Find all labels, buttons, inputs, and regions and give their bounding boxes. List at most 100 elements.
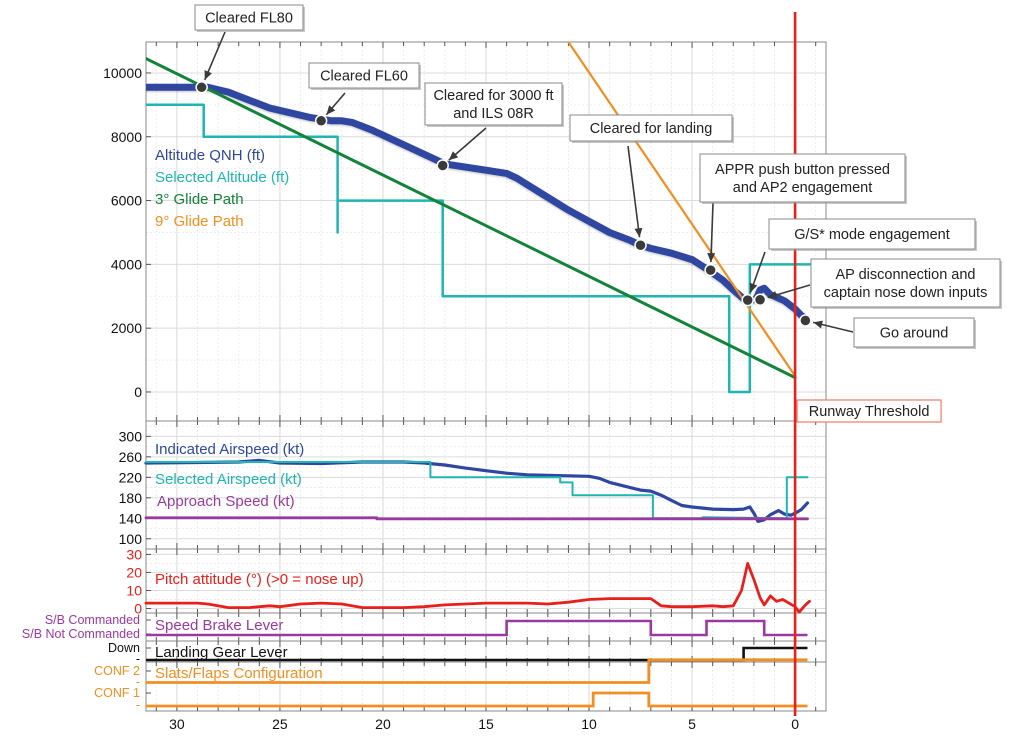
y-tick-label: Down (108, 641, 140, 655)
y-tick-label: S/B Not Commanded (22, 627, 140, 641)
callout-arrow-head-icon (634, 227, 643, 238)
event-marker-icon (634, 238, 647, 252)
y-tick-label: - (136, 675, 140, 689)
legend-entry: Approach Speed (kt) (157, 493, 295, 510)
legend-entry: 9° Glide Path (155, 213, 244, 230)
series-line-landing-gear-lever (146, 646, 808, 662)
callout-arrow-head-icon (813, 320, 823, 329)
callout-text: G/S* mode engagement (794, 227, 950, 243)
callout-arrow-head-icon (326, 105, 336, 115)
x-tick-label: 15 (478, 716, 494, 732)
series-group-altitude (146, 42, 813, 394)
callout-box (308, 62, 420, 89)
legend-entry: Slats/Flaps Configuration (155, 665, 323, 682)
event-marker-icon (314, 114, 328, 128)
axis-labels: 0200040006000800010000100140180220260300… (22, 65, 799, 732)
legend-entry: Indicated Airspeed (kt) (155, 441, 304, 458)
y-tick-label: 10000 (103, 65, 142, 81)
callout-box (810, 258, 1001, 308)
callout-box (194, 4, 304, 31)
callout-cleared-fl60: Cleared FL60 (308, 62, 421, 128)
legend-entry: Selected Altitude (ft) (155, 169, 289, 186)
callout-box (699, 153, 906, 203)
y-tick-label: 10 (126, 582, 142, 598)
y-tick-label: - (136, 698, 140, 712)
x-tick-label: 25 (272, 716, 288, 732)
x-tick-label: 20 (375, 716, 391, 732)
data-series (144, 42, 813, 708)
series-group-speed_brake (146, 619, 808, 637)
y-tick-label: CONF 2 (94, 664, 140, 678)
callout-text: captain nose down inputs (824, 285, 988, 301)
event-marker-icon (753, 293, 767, 307)
y-tick-label: 180 (119, 490, 143, 506)
y-tick-label: S/B Commanded (45, 613, 140, 627)
legend-entry: Pitch attitude (°) (>0 = nose up) (155, 571, 364, 588)
event-marker-icon (195, 81, 208, 94)
panel-frames (145, 41, 827, 712)
y-tick-label: 2000 (111, 320, 142, 336)
y-tick-label: - (136, 652, 140, 666)
callout-box (768, 218, 976, 250)
y-tick-label: CONF 1 (94, 686, 140, 700)
callout-appr-push-button-pressed-and-ap2-engagement: APPR push button pressed and AP2 engageme… (699, 153, 907, 277)
callout-box (853, 317, 975, 348)
callout-arrow-head-icon (749, 282, 758, 293)
y-tick-label: 300 (119, 428, 143, 444)
x-tick-label: 0 (791, 716, 799, 732)
y-tick-label: 6000 (111, 193, 142, 209)
callout-arrow-head-icon (204, 70, 212, 80)
y-tick-label: 100 (119, 531, 143, 547)
runway-threshold-line: Runway Threshold (793, 12, 942, 716)
legends: Altitude QNH (ft) Selected Altitude (ft) 3… (155, 147, 364, 682)
series-line-slats-flaps-upper (146, 658, 808, 684)
callout-text: Cleared for 3000 ft (433, 88, 553, 104)
callout-text: Cleared FL80 (205, 11, 293, 27)
callout-text: Cleared for landing (590, 121, 713, 137)
series-group-landing_gear (146, 646, 808, 662)
callout-ap-disconnection-and-captain-nose-down-inputs: AP disconnection and captain nose down in… (753, 258, 1002, 309)
event-marker-icon (799, 314, 812, 327)
legend-entry: Speed Brake Lever (155, 617, 283, 634)
series-group-airspeed (144, 458, 810, 523)
series-line-slats-flaps-lower (146, 691, 808, 708)
series-group-pitch (144, 562, 811, 614)
callout-text: APPR push button pressed (715, 162, 890, 178)
series-line-indicated-airspeed-kt- (144, 458, 810, 523)
callout-text: Go around (880, 326, 949, 342)
y-tick-label: 8000 (111, 129, 142, 145)
series-line-3-glide-path (146, 57, 797, 380)
y-tick-label: 20 (126, 564, 142, 580)
callout-cleared-for-landing: Cleared for landing (569, 114, 734, 252)
callout-text: Cleared FL60 (320, 69, 408, 85)
callout-g-s-mode-engagement: G/S* mode engagement (741, 218, 977, 307)
x-tick-label: 5 (688, 716, 696, 732)
legend-entry: Altitude QNH (ft) (155, 147, 265, 164)
event-marker-icon (741, 293, 754, 307)
y-tick-label: 30 (126, 546, 142, 562)
legend-entry: Selected Airspeed (kt) (155, 471, 302, 488)
y-tick-label: 260 (119, 449, 143, 465)
callout-box (424, 82, 563, 126)
callout-cleared-fl80: Cleared FL80 (194, 4, 305, 94)
series-line-pitch-attitude-0-nose-up- (144, 562, 811, 614)
runway-threshold-label-box (796, 399, 942, 423)
y-tick-label: 0 (134, 600, 142, 616)
series-line-speed-brake-lever (146, 619, 808, 637)
callout-text: and ILS 08R (453, 106, 534, 122)
callout-cleared-for-3000-ft-and-ils-08r: Cleared for 3000 ft and ILS 08R (424, 82, 564, 172)
event-marker-icon (704, 263, 717, 277)
y-tick-label: 0 (134, 384, 142, 400)
event-marker-icon (436, 159, 449, 172)
callout-box (569, 114, 733, 142)
annotation-callouts: Cleared FL80 Cleared FL60 Cleared for 3000… (194, 4, 1002, 349)
callout-arrow-line (710, 202, 714, 263)
series-line-altitude-qnh-ft- (146, 83, 811, 324)
callout-arrow-head-icon (767, 291, 778, 299)
x-tick-label: 10 (581, 716, 597, 732)
y-tick-label: 4000 (111, 256, 142, 272)
series-line-approach-speed-kt- (144, 516, 809, 521)
x-tick-label: 30 (169, 716, 185, 732)
callout-arrow-head-icon (707, 252, 716, 263)
